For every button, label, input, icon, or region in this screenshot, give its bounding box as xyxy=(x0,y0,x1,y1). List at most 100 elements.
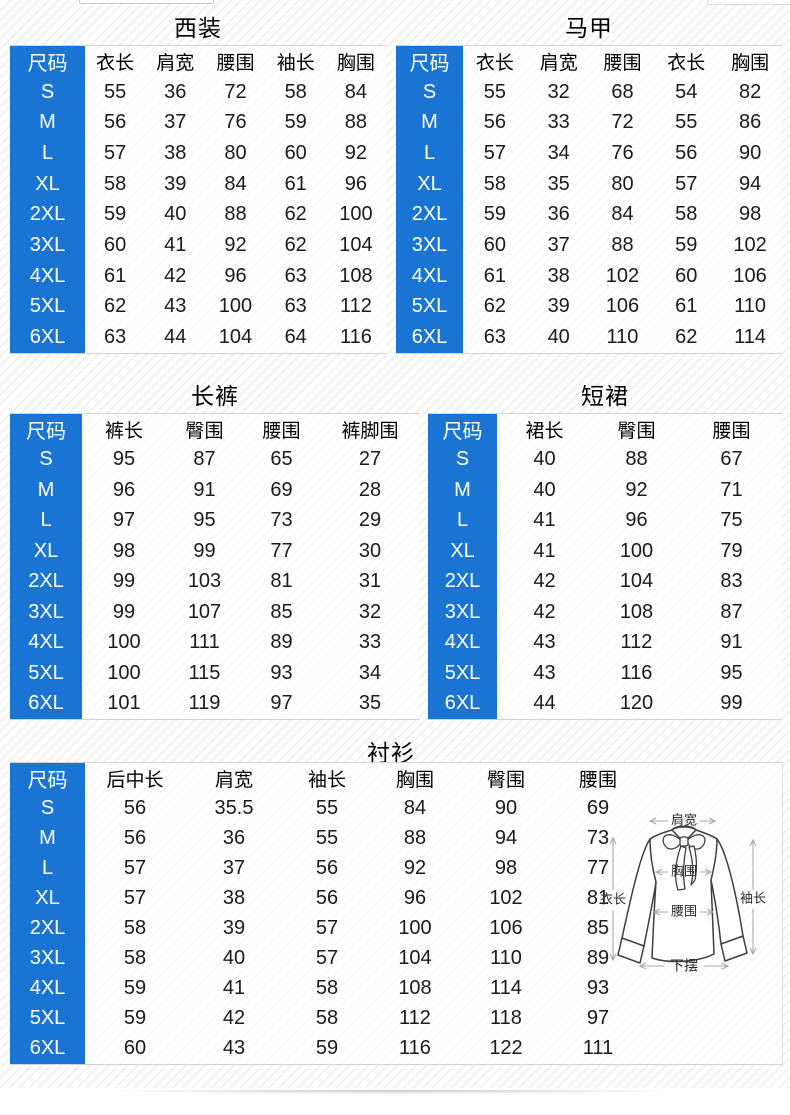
size-cell: 2XL xyxy=(10,566,82,597)
value-cell: 40 xyxy=(533,448,556,471)
value-cell: 27 xyxy=(358,448,382,471)
value-cell: 40 xyxy=(533,478,556,501)
size-cell: 6XL xyxy=(428,688,497,719)
value-cell: 112 xyxy=(399,1007,431,1030)
value-cell: 55 xyxy=(675,111,698,134)
size-cell: 5XL xyxy=(396,291,463,323)
size-cell: S xyxy=(10,444,82,475)
value-cell: 40 xyxy=(164,203,187,226)
size-cell: L xyxy=(396,138,463,169)
size-cell: 3XL xyxy=(10,943,85,974)
size-cell: M xyxy=(10,107,85,139)
value-cell: 111 xyxy=(189,631,220,654)
value-cell: 62 xyxy=(284,203,307,226)
value-cell: 93 xyxy=(270,661,293,684)
value-cell: 84 xyxy=(344,80,368,103)
value-cell: 56 xyxy=(483,111,507,134)
size-cell: 3XL xyxy=(10,597,82,628)
value-cell: 81 xyxy=(270,570,293,593)
size-cell: XL xyxy=(10,883,85,914)
value-cell: 98 xyxy=(738,203,762,226)
value-cell: 32 xyxy=(358,600,382,623)
value-cell: 35 xyxy=(358,692,382,715)
value-cell: 80 xyxy=(224,141,247,164)
table-row: M 56 37 76 59 88 xyxy=(10,107,386,139)
value-cell: 92 xyxy=(625,478,648,501)
value-cell: 104 xyxy=(619,570,654,593)
value-cell: 58 xyxy=(675,203,698,226)
value-cell: 33 xyxy=(358,631,382,654)
value-cell: 59 xyxy=(284,111,307,134)
value-cell: 108 xyxy=(339,264,373,287)
value-cell: 64 xyxy=(284,326,307,349)
value-cell: 71 xyxy=(720,478,743,501)
value-cell: 104 xyxy=(398,947,432,970)
table-row: 2XL 58 39 57 100 106 85 xyxy=(10,913,782,944)
value-cell: 32 xyxy=(547,80,570,103)
value-cell: 116 xyxy=(620,661,653,684)
size-cell: 5XL xyxy=(10,1003,85,1034)
table-row: M 56 33 72 55 86 xyxy=(396,107,782,139)
bow-knot xyxy=(679,836,689,847)
value-cell: 85 xyxy=(270,600,293,623)
value-cell: 39 xyxy=(547,295,570,318)
table-row: 3XL 60 41 92 62 104 xyxy=(10,230,386,261)
table-row: S 56 35.5 55 84 90 69 xyxy=(10,793,782,824)
value-cell: 59 xyxy=(123,977,147,1000)
value-cell: 120 xyxy=(619,692,654,715)
value-cell: 77 xyxy=(586,856,610,879)
dimension-arrows xyxy=(609,817,757,970)
suit-table-title: 西装 xyxy=(174,15,222,41)
value-cell: 58 xyxy=(123,947,147,970)
value-cell: 57 xyxy=(123,886,147,909)
value-cell: 57 xyxy=(315,947,339,970)
value-cell: 38 xyxy=(222,886,246,909)
value-cell: 87 xyxy=(193,448,216,471)
value-cell: 41 xyxy=(533,509,556,532)
value-cell: 97 xyxy=(270,692,293,715)
value-cell: 43 xyxy=(222,1037,246,1060)
value-cell: 96 xyxy=(344,172,368,195)
value-cell: 73 xyxy=(586,826,610,849)
table-row: L 57 37 56 92 98 77 xyxy=(10,853,782,884)
value-cell: 61 xyxy=(284,172,307,195)
value-cell: 58 xyxy=(315,1007,339,1030)
diagram-labels: 肩宽 衣长 袖长 胸围 腰围 下摆 xyxy=(600,812,766,973)
value-cell: 73 xyxy=(270,509,293,532)
column-header: 腰围 xyxy=(262,420,301,442)
suit-size-table: 尺码 衣长 肩宽 腰围 袖长 胸围 S 55 36 72 58 84 M 56 37 76 59 88 L 57 38 8… xyxy=(10,45,386,354)
value-cell: 55 xyxy=(483,80,507,103)
value-cell: 29 xyxy=(358,509,382,532)
value-cell: 39 xyxy=(222,917,246,940)
column-header: 臀围 xyxy=(486,769,525,791)
diagram-label-bust: 胸围 xyxy=(671,863,697,878)
value-cell: 110 xyxy=(490,947,522,970)
size-cell: S xyxy=(10,76,85,108)
size-cell: 2XL xyxy=(10,199,85,231)
table-row: 6XL 44 120 99 xyxy=(428,688,782,719)
value-cell: 37 xyxy=(164,111,187,134)
shirt-table-title: 衬衫 xyxy=(367,740,415,766)
column-header: 裙长 xyxy=(525,420,564,442)
table-row: XL 41 100 79 xyxy=(428,536,782,567)
value-cell: 37 xyxy=(547,233,570,256)
value-cell: 95 xyxy=(112,448,136,471)
table-row: 2XL 99 103 81 31 xyxy=(10,566,420,597)
table-row: M 40 92 71 xyxy=(428,475,782,506)
column-header: 裤长 xyxy=(104,420,143,442)
value-cell: 63 xyxy=(103,326,127,349)
value-cell: 35 xyxy=(547,172,570,195)
vest-size-table: 尺码 衣长 肩宽 腰围 衣长 胸围 S 55 32 68 54 82 M 56 33 72 55 86 L 57 34 7… xyxy=(396,45,782,354)
value-cell: 41 xyxy=(222,977,246,1000)
column-header: 肩宽 xyxy=(539,52,578,74)
diagram-label-length: 衣长 xyxy=(600,891,626,906)
value-cell: 110 xyxy=(734,295,767,318)
bow-tail-right xyxy=(688,845,698,886)
table-row: L 57 34 76 56 90 xyxy=(396,138,782,169)
skirt-table-title: 短裙 xyxy=(581,383,629,409)
value-cell: 58 xyxy=(483,172,507,195)
table-header-row: 尺码 后中长 肩宽 袖长 胸围 臀围 腰围 xyxy=(10,763,782,794)
value-cell: 82 xyxy=(738,80,762,103)
size-cell: 4XL xyxy=(10,260,85,292)
table-row: 2XL 59 40 88 62 100 xyxy=(10,199,386,231)
